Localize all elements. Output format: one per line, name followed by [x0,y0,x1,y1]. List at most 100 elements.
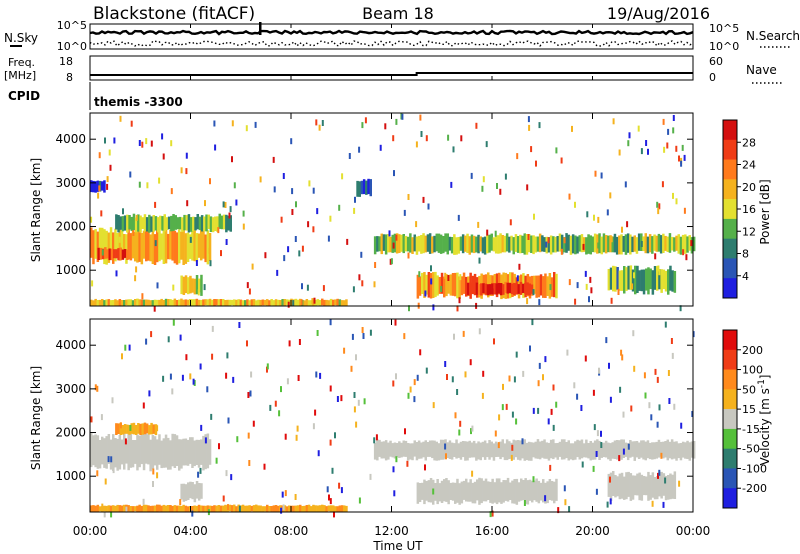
heatmap-cell [619,386,622,393]
heatmap-cell [169,373,172,380]
heatmap-cell [109,227,113,259]
heatmap-cell [217,505,221,512]
heatmap-cell [259,505,262,512]
heatmap-cell [338,505,342,512]
heatmap-cell [516,275,519,282]
heatmap-cell [563,237,566,244]
heatmap-cell [664,270,668,292]
colorbar-swatch [723,120,737,141]
heatmap-cell [263,463,266,470]
heatmap-cell [220,215,224,230]
heatmap-cell [662,441,665,459]
heatmap-cell [246,505,249,512]
heatmap-cell [456,389,459,395]
heatmap-cell [119,216,122,230]
heatmap-cell [142,498,145,505]
heatmap-cell [609,498,612,505]
heatmap-cell [607,235,610,253]
heatmap-cell [132,213,136,231]
heatmap-cell [523,233,526,255]
heatmap-cell [574,235,577,255]
heatmap-cell [475,282,479,295]
heatmap-cell [334,506,337,512]
heatmap-cell [533,275,536,294]
heatmap-cell [467,482,470,502]
heatmap-cell [466,282,470,296]
heatmap-cell [154,201,157,208]
colorbar-swatch [723,428,737,449]
heatmap-cell [233,299,236,306]
heatmap-cell [566,349,569,356]
heatmap-cell [277,505,280,512]
heatmap-cell [653,442,656,460]
heatmap-cell [549,439,553,459]
heatmap-cell [625,267,628,291]
heatmap-cell [530,235,533,253]
heatmap-cell [218,213,221,229]
heatmap-cell [206,230,210,265]
heatmap-cell [116,438,119,471]
heatmap-cell [244,505,247,512]
heatmap-cell [132,422,136,435]
heatmap-cell [173,434,177,468]
heatmap-cell [213,505,216,512]
heatmap-cell [554,443,557,458]
heatmap-cell [94,298,97,306]
heatmap-cell [312,504,315,512]
heatmap-cell [238,505,241,512]
heatmap-cell [314,409,317,416]
heatmap-cell [532,407,535,414]
heatmap-cell [446,374,448,380]
x-axis-ticks: 00:00 04:00 08:00 12:00 16:00 20:00 00:00 [73,24,710,538]
heatmap-cell [552,384,555,391]
heatmap-cell [544,273,547,298]
colorbar-tick-label: -50 [742,443,760,456]
heatmap-cell [394,319,397,326]
heatmap-cell [182,483,186,502]
heatmap-cell [477,284,481,295]
heatmap-cell [612,265,615,292]
heatmap-cell [464,441,467,461]
heatmap-cell [488,440,491,460]
heatmap-cell [318,505,322,512]
heatmap-cell [376,439,379,461]
heatmap-cell [409,233,412,253]
heatmap-cell [424,290,427,297]
heatmap-cell [589,441,592,461]
heatmap-cell [633,235,636,252]
heatmap-cell [358,497,361,504]
heatmap-cell [146,182,149,189]
heatmap-cell [208,247,211,254]
heatmap-cell [287,301,290,308]
heatmap-cell [436,275,439,296]
heatmap-cell [152,215,155,232]
heatmap-cell [145,433,148,464]
heatmap-cell [464,235,467,252]
heatmap-cell [209,216,213,232]
heatmap-cell [115,270,118,277]
heatmap-cell [400,442,403,458]
heatmap-cell [515,351,518,358]
heatmap-cell [209,260,212,267]
heatmap-cell [615,440,619,460]
heatmap-cell [673,471,677,499]
heatmap-cell [587,234,590,254]
heatmap-cell [284,433,287,440]
colorbar-tick-label: 15 [742,403,756,416]
heatmap-cell [183,214,186,231]
y-tick-label: 4000 [55,132,86,146]
heatmap-cell [233,182,236,189]
heatmap-cell [110,511,113,518]
heatmap-cell [316,299,320,306]
heatmap-cell [193,440,196,467]
heatmap-cell [445,478,448,502]
heatmap-cell [660,471,663,499]
heatmap-cell [193,299,196,306]
heatmap-cell [301,506,304,512]
heatmap-cell [415,236,419,255]
heatmap-cell [215,457,218,464]
heatmap-cell [448,440,452,459]
heatmap-cell [175,435,179,466]
heatmap-cell [282,173,285,179]
